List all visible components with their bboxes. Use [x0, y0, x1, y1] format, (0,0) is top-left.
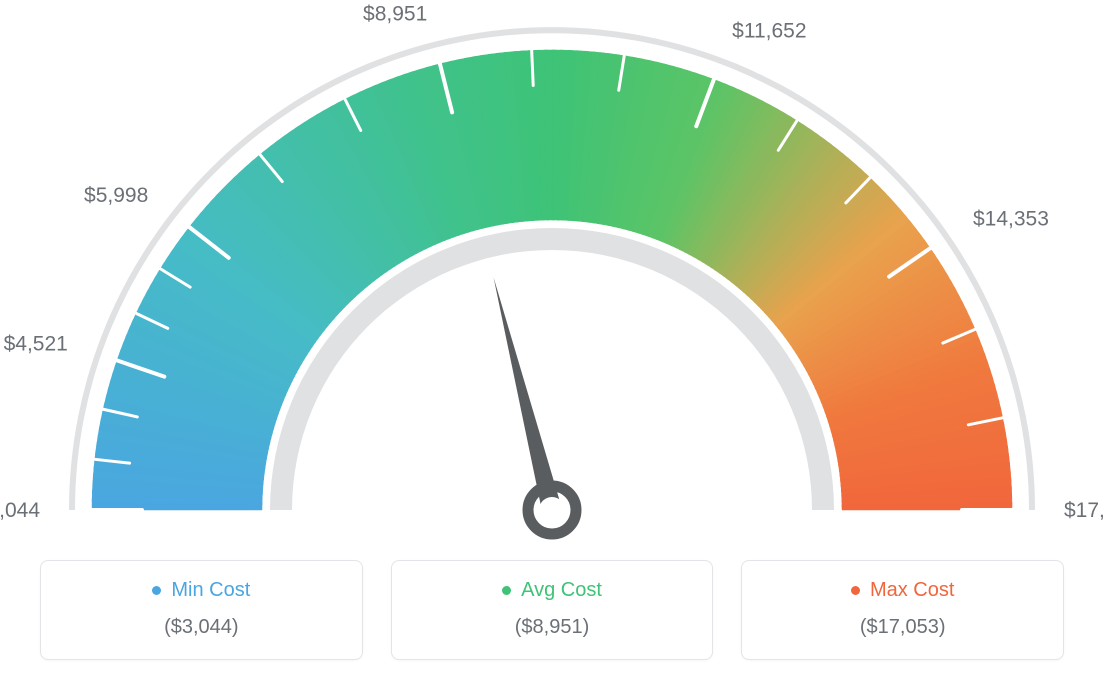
- tick-label: $14,353: [973, 208, 1049, 231]
- gauge-arc: [92, 50, 1012, 510]
- avg-cost-card: Avg Cost ($8,951): [391, 560, 714, 660]
- cost-gauge-widget: $3,044 $4,521 $5,998 $8,951 $11,652 $14,353 $1…: [0, 0, 1104, 690]
- tick-label: $3,044: [0, 499, 40, 522]
- avg-cost-label: Avg Cost: [521, 579, 602, 602]
- max-cost-label: Max Cost: [870, 579, 954, 602]
- tick-label: $17,053: [1064, 499, 1104, 522]
- avg-cost-dot: [502, 586, 511, 595]
- max-cost-value: ($17,053): [752, 616, 1053, 639]
- min-cost-label: Min Cost: [171, 579, 250, 602]
- avg-cost-value: ($8,951): [402, 616, 703, 639]
- minor-tick: [532, 50, 534, 85]
- gauge-chart: $3,044 $4,521 $5,998 $8,951 $11,652 $14,353 $1…: [0, 0, 1104, 560]
- tick-label: $5,998: [84, 184, 148, 207]
- max-cost-card: Max Cost ($17,053): [741, 560, 1064, 660]
- needle-hub-inner: [539, 497, 565, 523]
- min-cost-card: Min Cost ($3,044): [40, 560, 363, 660]
- gauge-needle: [494, 277, 562, 512]
- stats-row: Min Cost ($3,044) Avg Cost ($8,951) Max …: [40, 560, 1064, 660]
- min-cost-value: ($3,044): [51, 616, 352, 639]
- min-cost-dot: [152, 586, 161, 595]
- max-cost-dot: [851, 586, 860, 595]
- tick-label: $4,521: [4, 332, 68, 355]
- tick-label: $8,951: [363, 2, 427, 25]
- tick-label: $11,652: [732, 20, 806, 43]
